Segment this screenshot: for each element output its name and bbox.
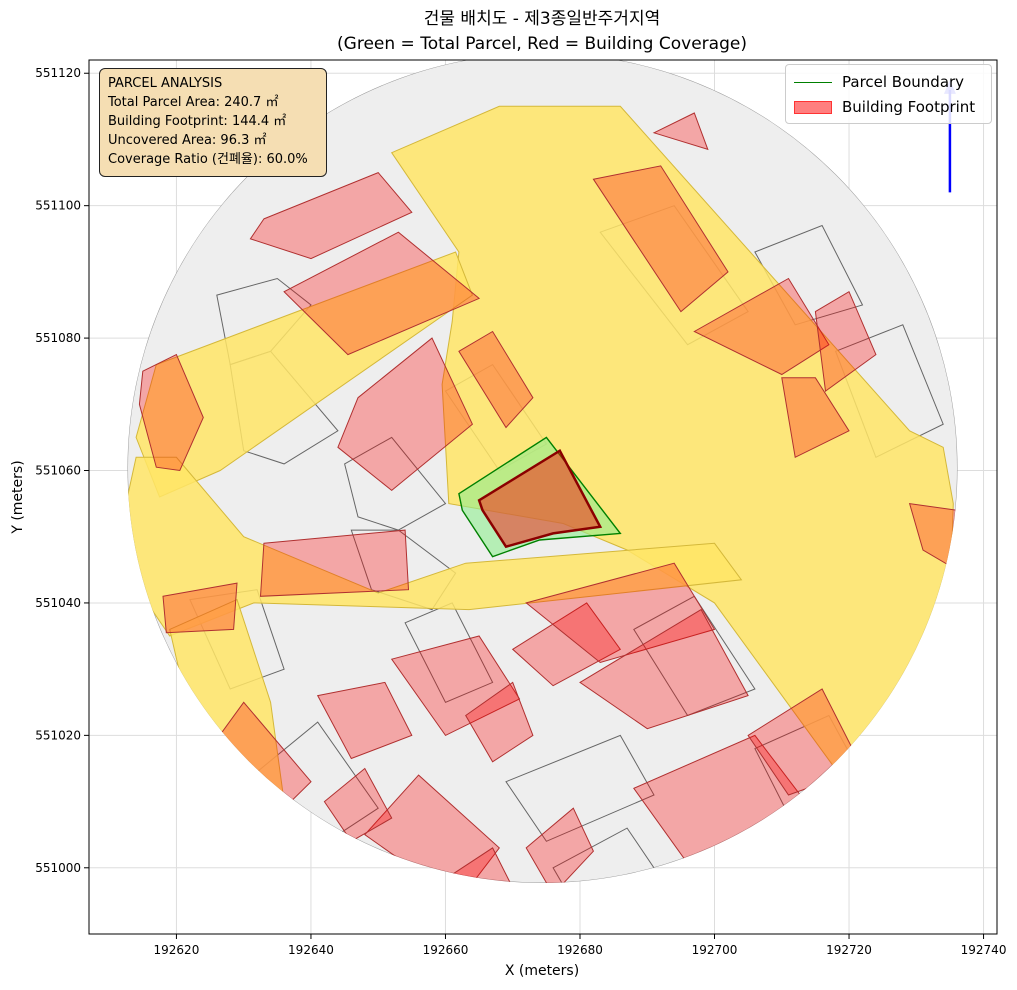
target-parcel <box>458 436 622 558</box>
info-heading: PARCEL ANALYSIS <box>108 76 223 91</box>
legend-entry-parcel: Parcel Boundary <box>794 71 964 93</box>
parcel-outline <box>633 595 756 717</box>
y-axis-ticks: 551000 551020 551040 551060 551080 551100 5511… <box>35 66 89 875</box>
building-footprint <box>652 112 709 151</box>
info-uncovered-area: Uncovered Area: 96.3 ㎡ <box>108 133 267 148</box>
building-footprint <box>814 290 877 392</box>
building-footprint <box>162 582 238 634</box>
y-tick-label: 551060 <box>35 464 81 478</box>
x-tick-label: 192700 <box>692 943 738 957</box>
building-footprint <box>525 807 594 883</box>
info-building-footprint: Building Footprint: 144.4 ㎡ <box>108 114 287 129</box>
road-area <box>135 251 474 498</box>
building-footprint <box>781 377 850 459</box>
parcel-analysis-box: PARCEL ANALYSIS Total Parcel Area: 240.7… <box>99 68 327 177</box>
parcel-outline <box>344 436 447 531</box>
building-footprint <box>458 330 534 429</box>
building-footprint <box>525 562 716 664</box>
building-footprint <box>259 529 410 597</box>
building-footprint <box>283 231 481 356</box>
legend-patch-swatch <box>794 100 832 114</box>
building-footprint <box>249 172 413 260</box>
building-footprint <box>465 681 534 763</box>
x-tick-label: 192620 <box>154 943 200 957</box>
building-footprint <box>693 277 830 376</box>
x-tick-label: 192640 <box>288 943 334 957</box>
y-tick-label: 551020 <box>35 728 81 742</box>
building-footprint <box>316 681 413 760</box>
y-tick-label: 551100 <box>35 199 81 213</box>
legend-entry-building: Building Footprint <box>794 96 975 118</box>
parcel-outline <box>404 602 494 703</box>
legend-line-swatch <box>794 81 832 83</box>
y-axis-label: Y (meters) <box>10 460 26 534</box>
chart-title-line2: (Green = Total Parcel, Red = Building Co… <box>337 34 747 54</box>
chart-title-line1: 건물 배치도 - 제3종일반주거지역 <box>424 9 660 29</box>
legend-label-parcel: Parcel Boundary <box>842 73 965 91</box>
legend-label-building: Building Footprint <box>842 98 976 116</box>
axes-frame <box>88 59 998 935</box>
building-footprint <box>337 337 474 492</box>
target-building <box>477 448 603 549</box>
building-footprint <box>592 165 729 313</box>
parcel-outline <box>505 734 655 842</box>
x-tick-label: 192660 <box>423 943 469 957</box>
info-coverage-ratio: Coverage Ratio (건폐율): 60.0% <box>108 152 308 167</box>
x-axis-label: X (meters) <box>505 963 579 979</box>
parcel-outline <box>552 827 669 883</box>
x-tick-label: 192720 <box>826 943 872 957</box>
building-footprint <box>511 602 622 687</box>
x-tick-label: 192740 <box>961 943 1007 957</box>
y-tick-label: 551120 <box>35 66 81 80</box>
legend: Parcel Boundary Building Footprint <box>785 64 992 124</box>
info-total-area: Total Parcel Area: 240.7 ㎡ <box>108 95 279 110</box>
x-axis-ticks: 192620 192640 192660 192680 192700 192720 1927… <box>154 934 1007 957</box>
building-footprint <box>579 608 749 730</box>
y-tick-label: 551040 <box>35 596 81 610</box>
building-footprint <box>323 767 393 842</box>
building-footprint <box>138 353 204 472</box>
x-tick-label: 192680 <box>557 943 603 957</box>
y-tick-label: 551080 <box>35 331 81 345</box>
y-tick-label: 551000 <box>35 861 81 875</box>
